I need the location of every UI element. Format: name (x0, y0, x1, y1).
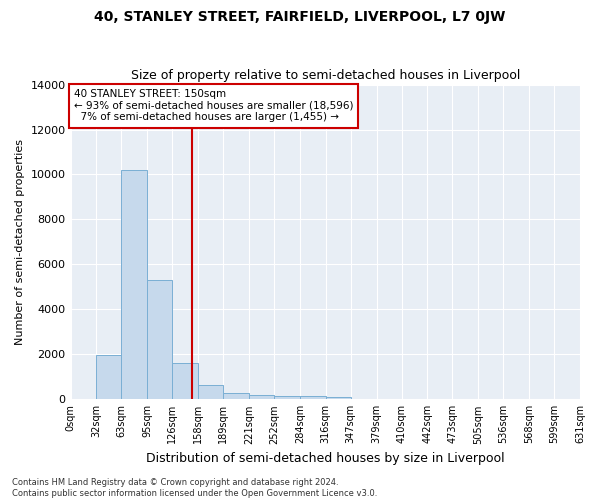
Bar (121, 170, 147, 400)
Bar (274, 396, 300, 400)
Bar (97, 356, 121, 400)
Bar (198, 385, 223, 400)
Text: 40, STANLEY STREET, FAIRFIELD, LIVERPOOL, L7 0JW: 40, STANLEY STREET, FAIRFIELD, LIVERPOOL… (94, 10, 506, 24)
Bar (172, 364, 198, 400)
X-axis label: Distribution of semi-detached houses by size in Liverpool: Distribution of semi-detached houses by … (146, 452, 505, 465)
Bar (300, 396, 326, 400)
Bar (249, 395, 274, 400)
Bar (223, 393, 249, 400)
Title: Size of property relative to semi-detached houses in Liverpool: Size of property relative to semi-detach… (131, 69, 520, 82)
Text: Contains HM Land Registry data © Crown copyright and database right 2024.
Contai: Contains HM Land Registry data © Crown c… (12, 478, 377, 498)
Y-axis label: Number of semi-detached properties: Number of semi-detached properties (15, 139, 25, 345)
Bar (326, 396, 351, 400)
Bar (147, 280, 172, 400)
Text: 40 STANLEY STREET: 150sqm
← 93% of semi-detached houses are smaller (18,596)
  7: 40 STANLEY STREET: 150sqm ← 93% of semi-… (74, 90, 353, 122)
